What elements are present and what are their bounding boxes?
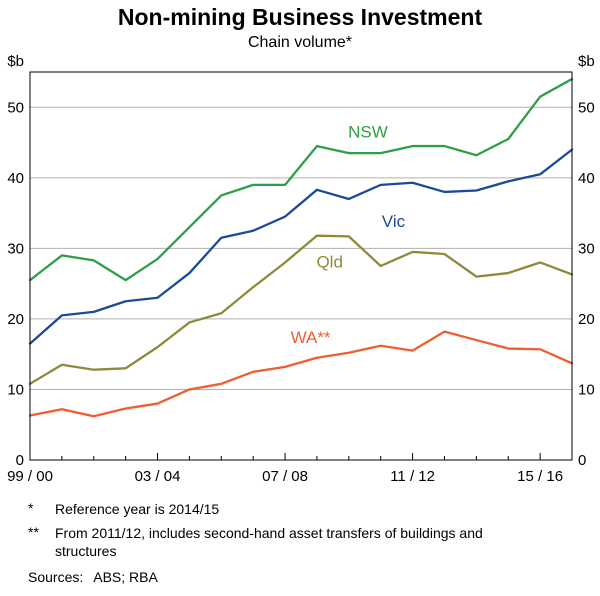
y-tick-label-right: 50 xyxy=(578,99,595,116)
x-tick-label: 11 / 12 xyxy=(390,468,435,485)
footnote-text: From 2011/12, includes second-hand asset… xyxy=(55,525,483,560)
sources-text: ABS; RBA xyxy=(93,568,158,585)
series-line-qld xyxy=(28,234,574,385)
footnote-marker: ** xyxy=(28,524,39,541)
sources-label: Sources: xyxy=(28,568,84,585)
footnote-text: Reference year is 2014/15 xyxy=(55,501,220,517)
chart-title: Non-mining Business Investment xyxy=(117,4,483,30)
y-tick-label-right: 0 xyxy=(578,452,586,469)
y-tick-label-left: 20 xyxy=(7,311,24,328)
series-label-vic: Vic xyxy=(382,212,406,231)
series-label-qld: Qld xyxy=(316,252,342,271)
y-tick-label-left: 40 xyxy=(7,170,24,187)
x-tick-label: 07 / 08 xyxy=(262,468,308,485)
y-tick-label-right: 30 xyxy=(578,240,595,257)
chart-subtitle: Chain volume* xyxy=(247,34,353,51)
series-label-wa: WA** xyxy=(291,328,331,347)
chart-page: Non-mining Business Investment Chain vol… xyxy=(0,4,600,585)
footnote-2: ** From 2011/12, includes second-hand as… xyxy=(28,524,600,560)
y-axis-unit-right: $b xyxy=(578,53,595,70)
series-line-wa xyxy=(28,330,574,418)
plot-frame xyxy=(29,71,573,461)
footnote-1: * Reference year is 2014/15 xyxy=(28,500,600,518)
y-tick-label-left: 0 xyxy=(16,452,24,469)
x-tick-label: 15 / 16 xyxy=(517,468,563,485)
y-tick-label-left: 30 xyxy=(7,240,24,257)
sources: Sources: ABS; RBA xyxy=(28,569,600,585)
series-label-nsw: NSW xyxy=(348,123,388,142)
footnotes: * Reference year is 2014/15 ** From 2011… xyxy=(28,500,600,585)
x-tick-label: 99 / 00 xyxy=(7,468,53,485)
series-line-vic xyxy=(28,148,574,345)
y-tick-label-right: 10 xyxy=(578,381,595,398)
y-tick-label-right: 20 xyxy=(578,311,595,328)
y-tick-label-right: 40 xyxy=(578,170,595,187)
y-axis-unit-left: $b xyxy=(7,53,24,70)
line-chart: 99 / 00 03 / 04 07 / 08 11 / 12 15 / 16 0 0 10 1… xyxy=(7,53,595,485)
series-line-nsw xyxy=(28,77,574,282)
footnote-marker: * xyxy=(28,500,34,516)
y-tick-label-left: 10 xyxy=(7,381,24,398)
x-tick-label: 03 / 04 xyxy=(135,468,181,485)
y-tick-label-left: 50 xyxy=(7,99,24,116)
